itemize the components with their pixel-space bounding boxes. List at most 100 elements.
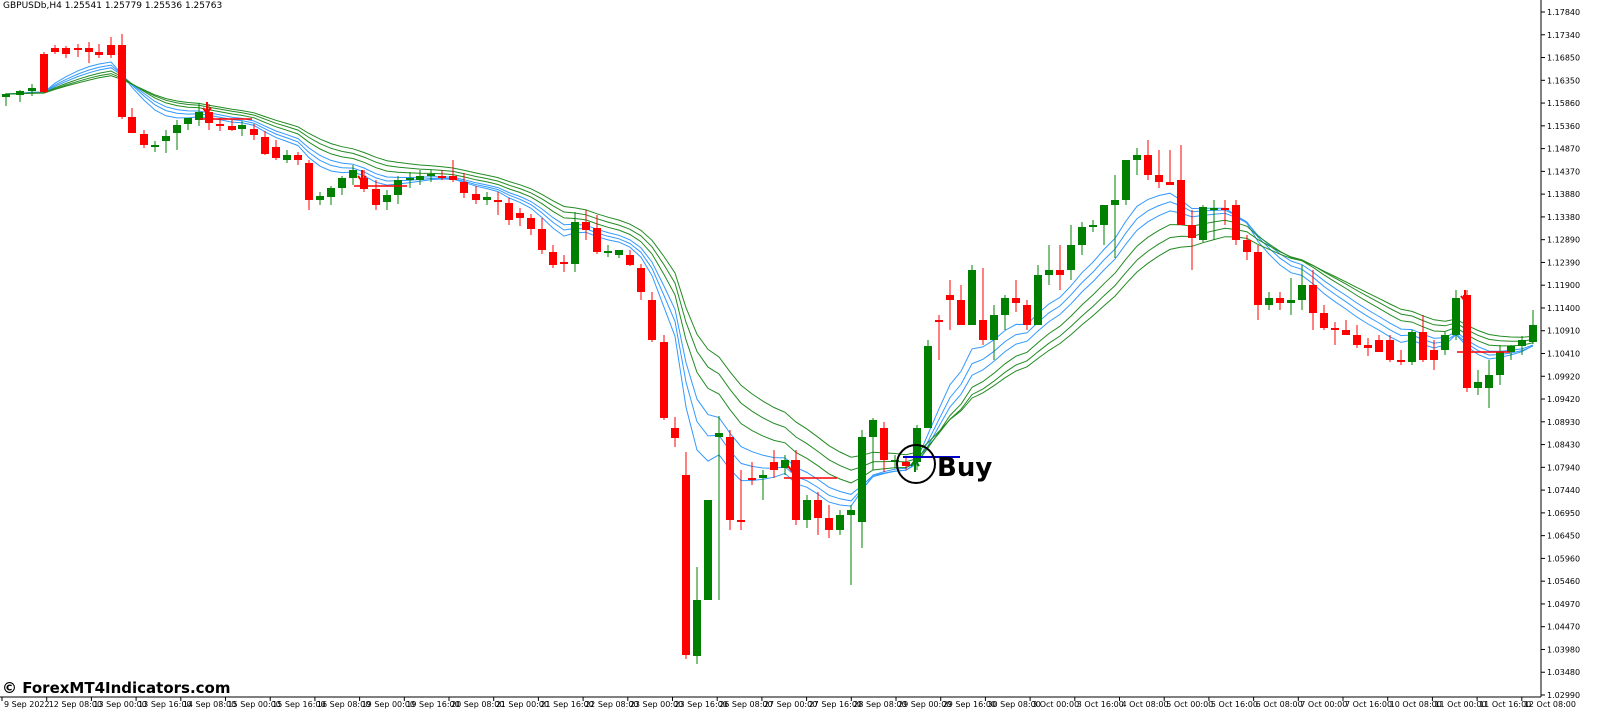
bull-candle[interactable] xyxy=(1122,160,1130,200)
bull-candle[interactable] xyxy=(184,118,192,124)
bull-candle[interactable] xyxy=(781,460,789,468)
bear-candle[interactable] xyxy=(538,229,546,250)
bear-candle[interactable] xyxy=(1232,205,1240,240)
bull-candle[interactable] xyxy=(1133,155,1141,160)
bear-candle[interactable] xyxy=(494,200,502,202)
bear-candle[interactable] xyxy=(880,428,888,460)
bear-candle[interactable] xyxy=(1023,305,1031,325)
bear-candle[interactable] xyxy=(1342,330,1350,335)
bull-candle[interactable] xyxy=(1441,335,1449,350)
bull-candle[interactable] xyxy=(283,155,291,160)
bear-candle[interactable] xyxy=(648,300,656,340)
bull-candle[interactable] xyxy=(1265,298,1273,305)
bull-candle[interactable] xyxy=(1287,300,1295,303)
bull-candle[interactable] xyxy=(383,195,391,202)
bull-candle[interactable] xyxy=(836,515,844,530)
bull-candle[interactable] xyxy=(195,112,203,120)
bear-candle[interactable] xyxy=(40,54,48,92)
bull-candle[interactable] xyxy=(1518,340,1526,346)
bear-candle[interactable] xyxy=(1320,313,1328,328)
bull-candle[interactable] xyxy=(891,460,899,462)
bull-candle[interactable] xyxy=(338,178,346,188)
bear-candle[interactable] xyxy=(372,189,380,205)
bull-candle[interactable] xyxy=(1034,275,1042,325)
bear-candle[interactable] xyxy=(1012,298,1020,303)
bear-candle[interactable] xyxy=(51,48,59,52)
bear-candle[interactable] xyxy=(1430,350,1438,360)
bull-candle[interactable] xyxy=(1111,200,1119,205)
bull-candle[interactable] xyxy=(173,125,181,133)
bear-candle[interactable] xyxy=(560,262,568,264)
bear-candle[interactable] xyxy=(1188,225,1196,238)
bear-candle[interactable] xyxy=(935,320,943,322)
bull-candle[interactable] xyxy=(406,178,414,180)
bull-candle[interactable] xyxy=(990,315,998,340)
bear-candle[interactable] xyxy=(814,500,822,518)
bear-candle[interactable] xyxy=(626,255,634,265)
bear-candle[interactable] xyxy=(360,178,368,189)
bull-candle[interactable] xyxy=(427,174,435,176)
bull-candle[interactable] xyxy=(704,500,712,600)
bear-candle[interactable] xyxy=(770,462,778,470)
bull-candle[interactable] xyxy=(151,145,159,147)
bull-candle[interactable] xyxy=(1045,270,1053,275)
bear-candle[interactable] xyxy=(1056,270,1064,275)
bear-candle[interactable] xyxy=(792,460,800,520)
bear-candle[interactable] xyxy=(549,252,557,265)
bear-candle[interactable] xyxy=(272,147,280,158)
bear-candle[interactable] xyxy=(1353,335,1361,345)
bull-candle[interactable] xyxy=(349,170,357,178)
bull-candle[interactable] xyxy=(869,420,877,437)
bull-candle[interactable] xyxy=(483,197,491,200)
bull-candle[interactable] xyxy=(759,475,767,478)
bear-candle[interactable] xyxy=(748,478,756,480)
bear-candle[interactable] xyxy=(1155,175,1163,182)
bull-candle[interactable] xyxy=(316,196,324,200)
bear-candle[interactable] xyxy=(438,176,446,178)
bear-candle[interactable] xyxy=(1177,180,1185,225)
bear-candle[interactable] xyxy=(979,320,987,340)
bull-candle[interactable] xyxy=(1408,332,1416,362)
bear-candle[interactable] xyxy=(902,462,910,466)
bear-candle[interactable] xyxy=(128,117,136,133)
bull-candle[interactable] xyxy=(1089,225,1097,227)
bear-candle[interactable] xyxy=(1276,298,1284,303)
bull-candle[interactable] xyxy=(327,188,335,197)
bull-candle[interactable] xyxy=(1529,325,1537,342)
bull-candle[interactable] xyxy=(968,270,976,325)
bull-candle[interactable] xyxy=(1067,245,1075,270)
bear-candle[interactable] xyxy=(1419,332,1427,360)
bull-candle[interactable] xyxy=(1100,205,1108,225)
bull-candle[interactable] xyxy=(16,91,24,95)
bull-candle[interactable] xyxy=(858,437,866,522)
bear-candle[interactable] xyxy=(1331,328,1339,330)
bull-candle[interactable] xyxy=(394,180,402,195)
bear-candle[interactable] xyxy=(460,182,468,193)
bull-candle[interactable] xyxy=(924,346,932,428)
bear-candle[interactable] xyxy=(305,163,313,200)
bear-candle[interactable] xyxy=(593,228,601,252)
bear-candle[interactable] xyxy=(140,134,148,145)
bear-candle[interactable] xyxy=(737,520,745,522)
bull-candle[interactable] xyxy=(162,136,170,141)
bear-candle[interactable] xyxy=(107,45,115,55)
bull-candle[interactable] xyxy=(1474,382,1482,388)
bear-candle[interactable] xyxy=(1221,208,1229,210)
bear-candle[interactable] xyxy=(946,295,954,300)
bear-candle[interactable] xyxy=(1397,360,1405,362)
bear-candle[interactable] xyxy=(62,48,70,54)
bull-candle[interactable] xyxy=(715,433,723,437)
bear-candle[interactable] xyxy=(74,48,82,50)
bear-candle[interactable] xyxy=(449,176,457,180)
bear-candle[interactable] xyxy=(1375,340,1383,352)
bear-candle[interactable] xyxy=(1463,295,1471,388)
bear-candle[interactable] xyxy=(825,518,833,530)
bear-candle[interactable] xyxy=(1144,155,1152,175)
bear-candle[interactable] xyxy=(294,155,302,160)
bull-candle[interactable] xyxy=(1199,207,1207,240)
bear-candle[interactable] xyxy=(582,222,590,230)
bear-candle[interactable] xyxy=(1386,340,1394,360)
bull-candle[interactable] xyxy=(847,510,855,515)
bull-candle[interactable] xyxy=(2,94,10,97)
